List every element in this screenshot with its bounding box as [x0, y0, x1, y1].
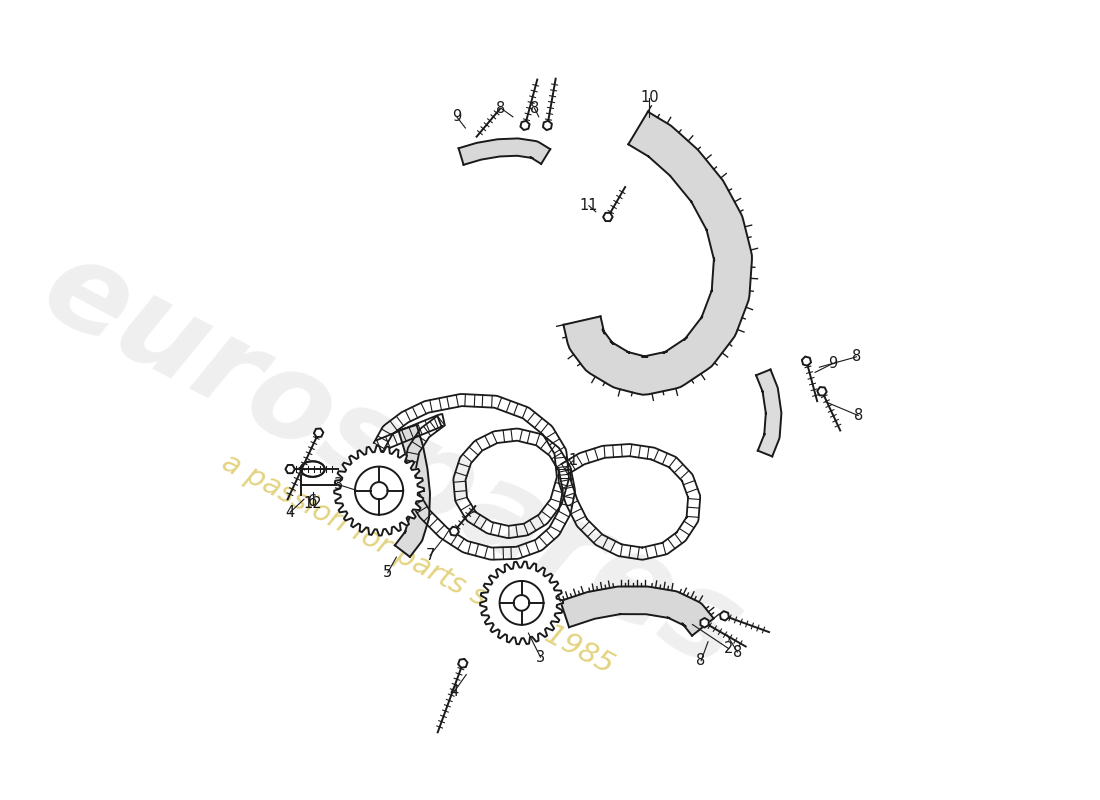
Text: 4: 4: [450, 684, 459, 699]
Polygon shape: [603, 213, 613, 221]
Polygon shape: [543, 121, 552, 130]
Polygon shape: [285, 465, 295, 473]
Polygon shape: [701, 618, 708, 627]
Text: 8: 8: [530, 101, 539, 116]
Polygon shape: [563, 112, 752, 394]
Text: 8: 8: [854, 408, 862, 423]
Text: 8: 8: [733, 645, 742, 660]
Text: 7: 7: [426, 548, 434, 563]
Text: 11: 11: [580, 198, 598, 214]
Polygon shape: [720, 611, 729, 621]
Polygon shape: [756, 370, 781, 457]
Text: 5: 5: [383, 565, 393, 580]
Polygon shape: [459, 138, 550, 165]
Polygon shape: [560, 586, 714, 636]
Text: 6: 6: [308, 494, 317, 510]
Polygon shape: [817, 387, 827, 396]
Text: 3: 3: [536, 650, 546, 665]
Polygon shape: [458, 659, 468, 668]
Polygon shape: [300, 462, 324, 477]
Polygon shape: [802, 357, 811, 366]
Polygon shape: [520, 121, 529, 130]
Polygon shape: [395, 425, 430, 557]
Text: 4: 4: [286, 505, 295, 520]
Polygon shape: [450, 526, 459, 536]
Text: 2: 2: [724, 641, 734, 656]
Text: 8: 8: [496, 101, 505, 116]
Polygon shape: [334, 446, 424, 535]
Text: 12: 12: [304, 496, 322, 511]
Text: 8: 8: [851, 350, 861, 364]
Polygon shape: [480, 562, 563, 644]
Polygon shape: [314, 429, 323, 437]
Text: a passion for parts since 1985: a passion for parts since 1985: [217, 449, 618, 680]
Text: eurospares: eurospares: [23, 227, 760, 694]
Text: 3: 3: [334, 477, 343, 492]
Text: 1: 1: [569, 453, 578, 468]
Text: 9: 9: [452, 110, 461, 124]
Text: 8: 8: [696, 654, 706, 668]
Text: 10: 10: [640, 90, 659, 106]
Text: 9: 9: [827, 356, 837, 371]
